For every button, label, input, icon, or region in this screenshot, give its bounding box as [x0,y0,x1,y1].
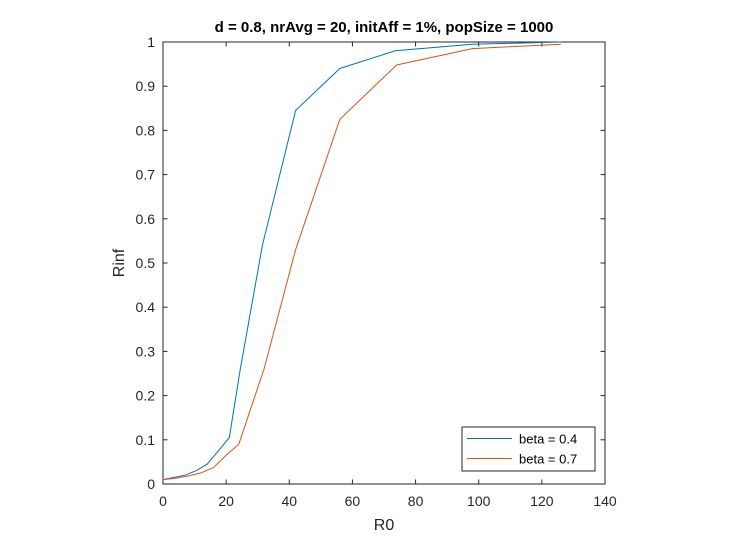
legend-label-1: beta = 0.4 [519,432,577,447]
x-tick-label: 60 [345,493,361,509]
chart-title: d = 0.8, nrAvg = 20, initAff = 1%, popSi… [215,19,554,36]
x-tick-label: 100 [467,493,491,509]
x-tick-label: 0 [159,493,167,509]
x-tick-label: 20 [218,493,234,509]
series-line-1 [162,41,561,481]
y-tick-label: 0.2 [136,388,156,404]
x-tick-label: 80 [408,493,424,509]
y-tick-label: 0.9 [136,78,156,94]
y-tick-label: 0 [147,476,155,492]
legend: beta = 0.4 beta = 0.7 [461,426,596,472]
legend-label-2: beta = 0.7 [519,452,577,467]
y-tick-label: 0.4 [136,299,156,315]
series-lines [162,41,561,481]
y-tick-label: 0.3 [136,343,156,359]
y-tick-label: 0.5 [136,255,156,271]
x-tick-label: 120 [530,493,554,509]
legend-box [461,426,596,472]
y-tick-label: 0.1 [136,432,156,448]
axis-ticks: 0 20 40 60 80 100 120 140 0 0.1 0.2 0.3 0.4 0.5 0.6 0.7… [136,34,617,509]
y-tick-label: 0.7 [136,167,156,183]
y-tick-label: 0.6 [136,211,156,227]
x-tick-label: 140 [593,493,617,509]
y-axis-label: Rinf [111,248,128,277]
plot-area [162,41,606,485]
x-axis-label: R0 [374,517,395,534]
x-tick-label: 40 [281,493,297,509]
series-line-2 [162,43,561,481]
y-tick-label: 0.8 [136,122,156,138]
y-tick-label: 1 [147,34,155,50]
